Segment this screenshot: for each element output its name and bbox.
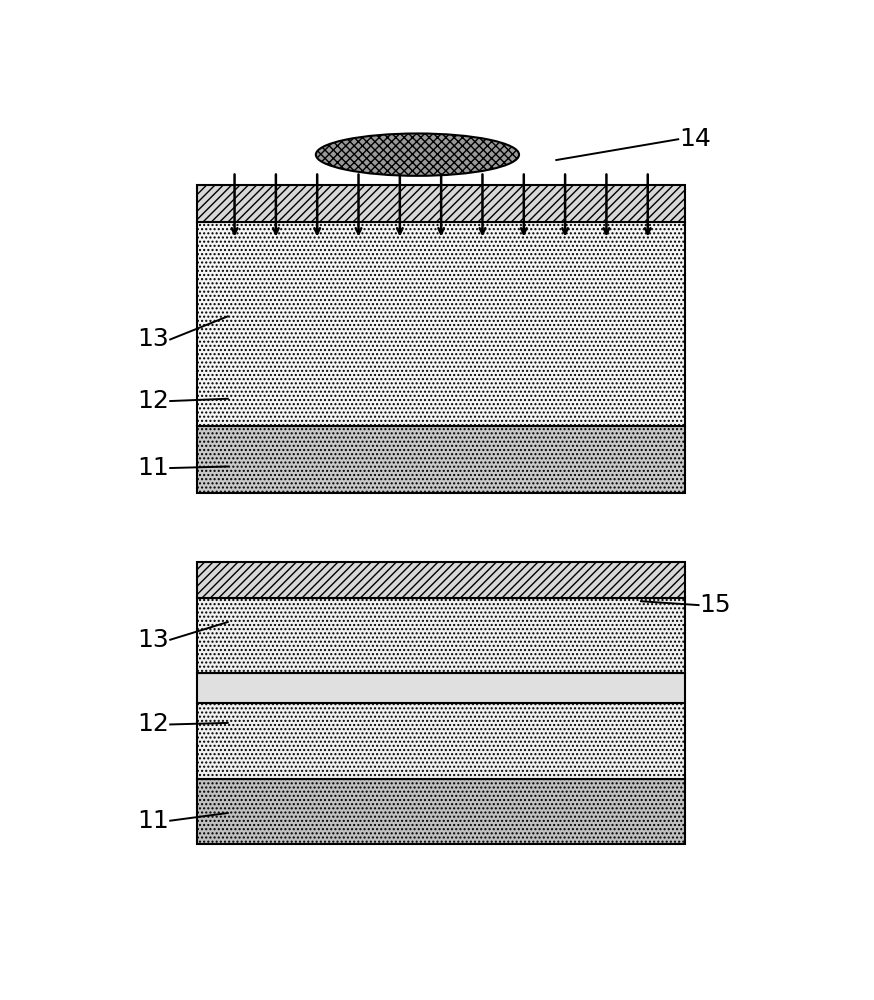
- Text: 11: 11: [137, 456, 170, 480]
- Bar: [198, 673, 685, 703]
- Bar: [198, 426, 685, 493]
- Ellipse shape: [316, 133, 519, 176]
- Bar: [198, 703, 685, 779]
- Text: 13: 13: [137, 628, 170, 652]
- Text: 11: 11: [137, 809, 170, 833]
- Bar: [198, 562, 685, 598]
- Text: 14: 14: [679, 127, 711, 151]
- Text: 12: 12: [137, 712, 170, 736]
- Bar: [198, 598, 685, 673]
- Bar: [198, 222, 685, 426]
- Text: 12: 12: [137, 389, 170, 413]
- Bar: [198, 185, 685, 222]
- Text: 13: 13: [137, 327, 170, 351]
- Bar: [198, 779, 685, 844]
- Text: 15: 15: [700, 593, 732, 617]
